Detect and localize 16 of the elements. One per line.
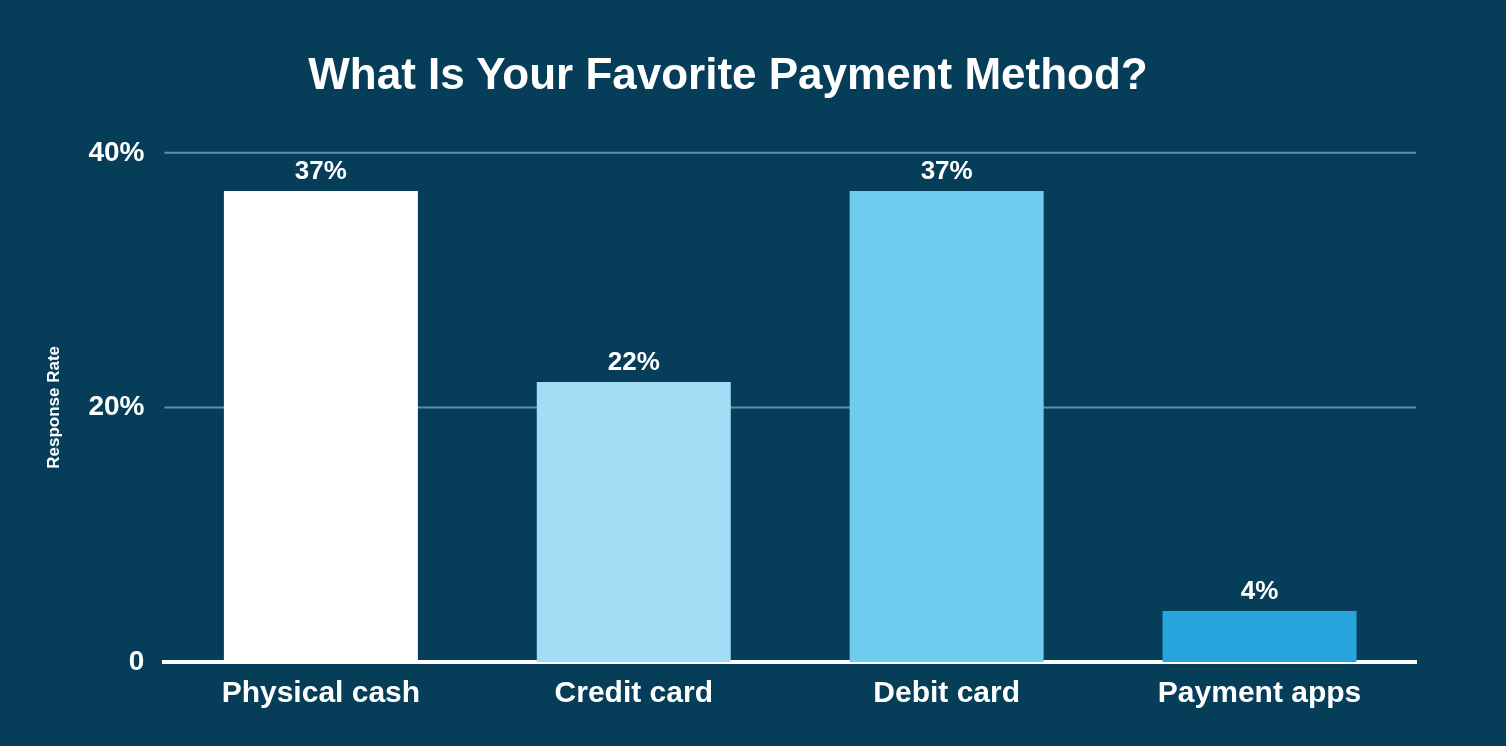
y-axis-title: Response Rate bbox=[43, 345, 63, 469]
data-label: 4% bbox=[1240, 575, 1279, 606]
y-tick-label: 40% bbox=[88, 135, 145, 167]
bar bbox=[1162, 611, 1357, 662]
x-tick-label: Debit card bbox=[873, 675, 1021, 709]
bar bbox=[536, 381, 731, 662]
bar bbox=[849, 190, 1044, 662]
x-tick-label: Physical cash bbox=[221, 675, 421, 709]
chart-title: What Is Your Favorite Payment Method? bbox=[308, 48, 1148, 98]
x-tick-label: Credit card bbox=[554, 675, 713, 709]
data-label: 37% bbox=[294, 155, 347, 186]
y-tick-label: 0 bbox=[128, 644, 145, 676]
data-label: 37% bbox=[920, 155, 973, 186]
data-label: 22% bbox=[607, 346, 660, 377]
y-tick-label: 20% bbox=[88, 390, 145, 422]
x-tick-label: Payment apps bbox=[1157, 675, 1362, 709]
